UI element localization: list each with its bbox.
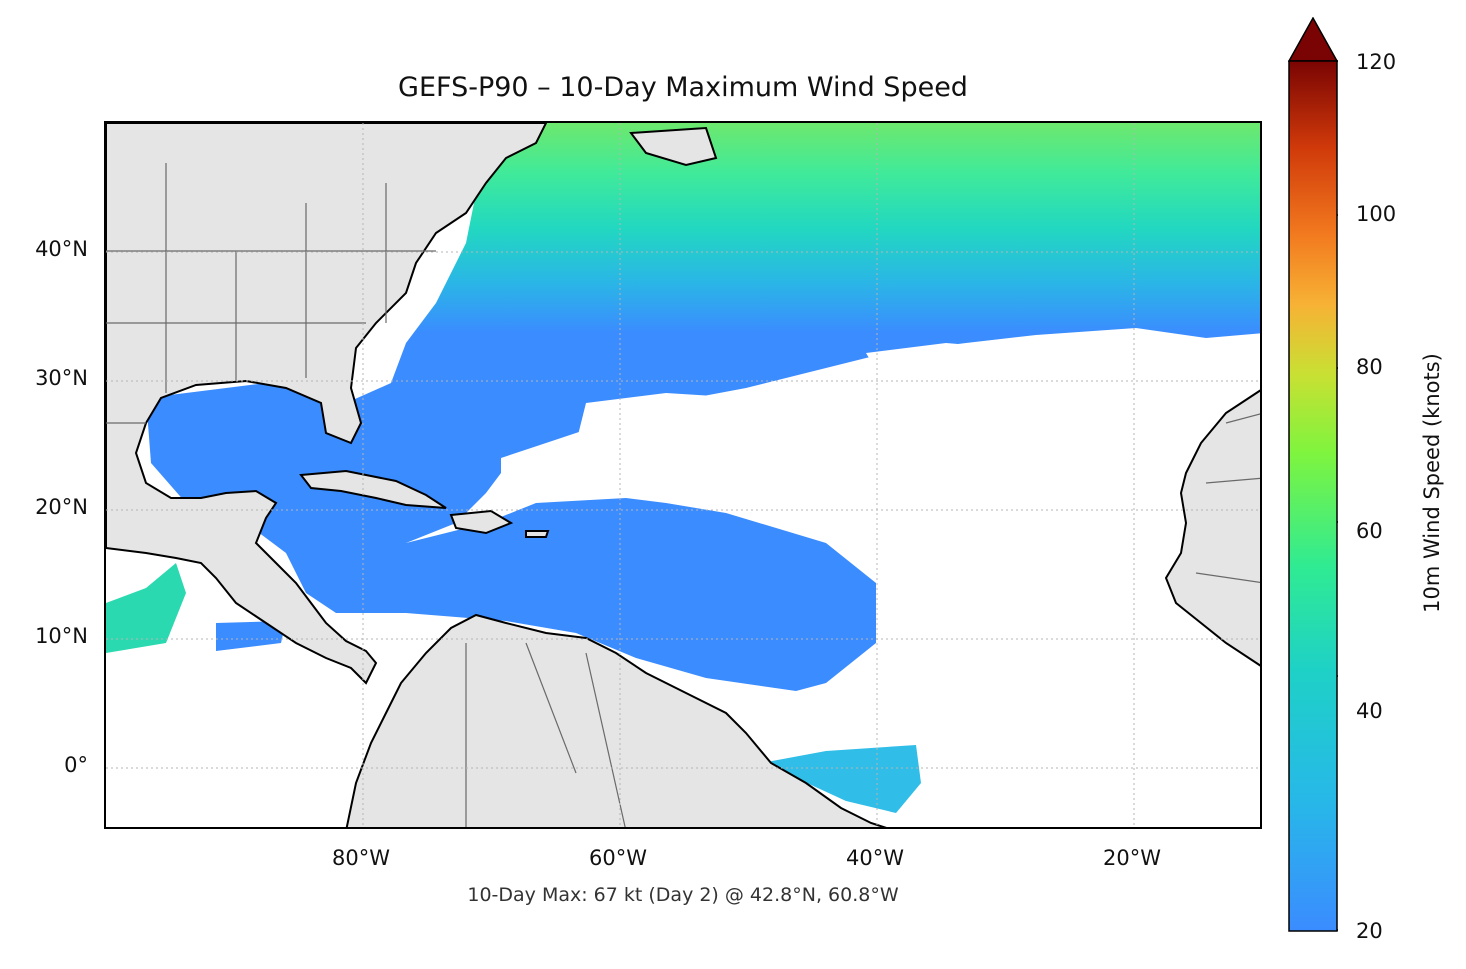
colorbar-tick-label: 80 [1356, 355, 1383, 379]
colorbar-tick-label: 100 [1356, 202, 1397, 226]
colorbar-tick-label: 40 [1356, 699, 1383, 723]
map-panel [104, 121, 1262, 829]
colorbar-tick-label: 60 [1356, 519, 1383, 543]
calm-gap-2 [576, 393, 826, 468]
land-south-america [345, 613, 887, 827]
land-hispaniola [449, 509, 514, 535]
land-newfoundland [629, 126, 718, 167]
map-title: GEFS-P90 – 10-Day Maximum Wind Speed [398, 72, 968, 103]
colorbar-tick-label: 20 [1356, 919, 1383, 943]
land-cuba [299, 469, 447, 509]
wind-patch-pacific [106, 563, 186, 653]
colorbar [1287, 16, 1344, 933]
y-tick-label: 0° [64, 753, 88, 777]
wind-field-north [326, 123, 1260, 543]
x-tick-label: 60°W [589, 846, 647, 870]
colorbar-gradient [1288, 60, 1338, 932]
x-tick-label: 20°W [1103, 846, 1161, 870]
land-puerto-rico [525, 530, 550, 538]
map-footer-note: 10-Day Max: 67 kt (Day 2) @ 42.8°N, 60.8… [467, 884, 899, 906]
colorbar-extend-arrow [1287, 16, 1339, 62]
x-tick-label: 40°W [846, 846, 904, 870]
map-svg [106, 123, 1260, 827]
y-tick-label: 20°N [35, 495, 88, 519]
x-tick-label: 80°W [332, 846, 390, 870]
wind-field-south [146, 378, 876, 691]
wind-patch-pacific-2 [216, 621, 286, 651]
wind-patch-brazil [761, 745, 921, 813]
colorbar-label: 10m Wind Speed (knots) [1420, 353, 1444, 613]
y-tick-label: 30°N [35, 366, 88, 390]
y-tick-label: 40°N [35, 237, 88, 261]
land-africa [1164, 389, 1260, 667]
land-north-america [106, 123, 548, 685]
political-borders [106, 163, 1260, 827]
y-tick-label: 10°N [35, 624, 88, 648]
colorbar-tick-label: 120 [1356, 50, 1397, 74]
calm-gap-3 [1056, 368, 1206, 433]
gridlines [106, 123, 1260, 827]
